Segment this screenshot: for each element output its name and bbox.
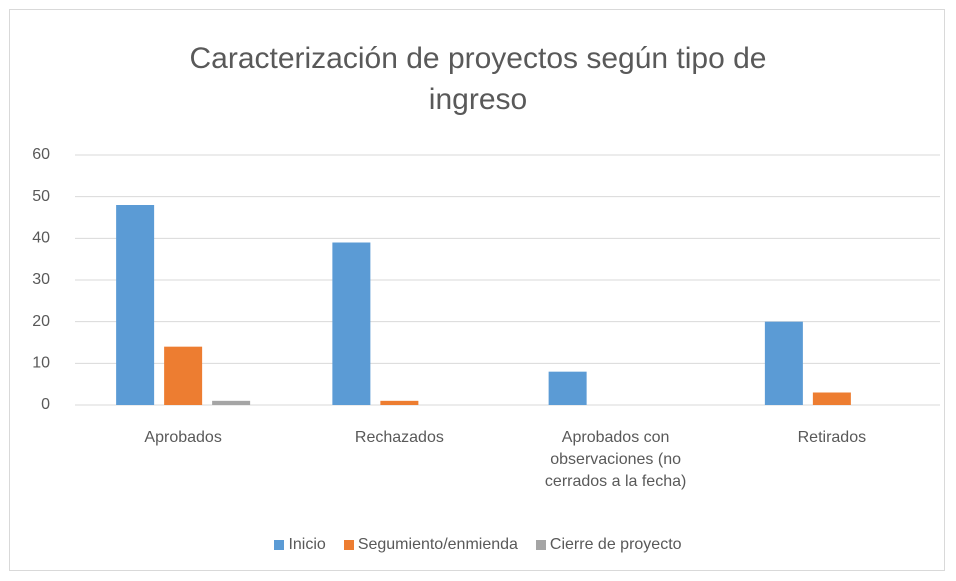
legend-label: Inicio: [288, 536, 326, 553]
chart-title: Caracterización de proyectos según tipo …: [189, 42, 767, 116]
y-tick-label: 30: [32, 271, 50, 288]
bar: [548, 371, 587, 405]
legend-swatch: [343, 540, 354, 550]
y-tick-label: 10: [32, 355, 50, 372]
legend-label: Cierre de proyecto: [549, 536, 682, 553]
legend-swatch: [274, 540, 285, 550]
bar: [332, 242, 371, 405]
y-tick-label: 0: [41, 396, 50, 413]
bar: [764, 321, 803, 405]
chart-frame: [9, 9, 945, 571]
bar: [164, 346, 203, 405]
legend-item: Segumiento/enmienda: [343, 536, 518, 554]
legend-item: Cierre de proyecto: [535, 536, 682, 554]
y-tick-label: 20: [32, 313, 50, 330]
bar: [380, 400, 419, 405]
y-tick-label: 50: [32, 188, 50, 205]
bar: [116, 205, 155, 405]
legend-item: Inicio: [274, 536, 326, 554]
legend-label: Segumiento/enmienda: [357, 536, 518, 553]
x-tick-label: Aprobados con observaciones (no cerrados…: [544, 429, 687, 490]
bar: [812, 392, 851, 405]
x-tick-label: Rechazados: [354, 429, 444, 446]
x-tick-label: Aprobados: [144, 429, 222, 446]
bar: [212, 400, 251, 405]
y-tick-label: 40: [32, 230, 50, 247]
legend-swatch: [535, 540, 546, 550]
y-tick-label: 60: [32, 146, 50, 163]
legend: Inicio Segumiento/enmienda Cierre de proye…: [0, 536, 956, 554]
x-tick-label: Retirados: [797, 429, 867, 446]
